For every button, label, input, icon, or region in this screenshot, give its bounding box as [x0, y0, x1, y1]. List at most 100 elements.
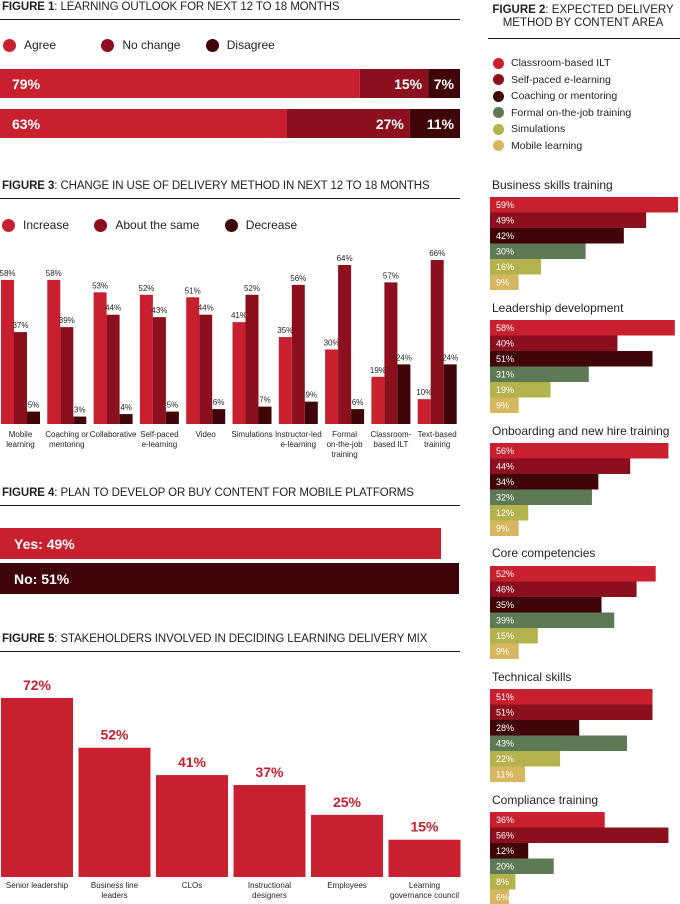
figure2-title-text: : EXPECTED DELIVERY [545, 4, 674, 16]
figure2-bar-simulations-3 [490, 628, 538, 644]
figure2-bar-coaching-3 [490, 597, 602, 613]
figure2-bar-classroom-1 [490, 320, 675, 336]
legend-decrease: Decrease [224, 218, 298, 232]
figure4-label: FIGURE 4 [2, 487, 55, 499]
figure1-bar-no-change-0 [359, 69, 429, 98]
figure2-value-coaching-4: 28% [496, 723, 514, 733]
figure2-bar-classroom-4 [490, 689, 653, 705]
figure2-value-formal-ojt-5: 20% [496, 862, 514, 872]
figure3-value-increase-0: 58% [0, 269, 16, 278]
figure3-category-label: Formal on-the-job training [320, 430, 369, 460]
figure2-bar-coaching-5 [490, 843, 529, 859]
figure3-value-decrease-9: 24% [442, 353, 458, 362]
figure5-bar-4 [311, 814, 383, 877]
figure2-bar-formal-ojt-1 [490, 366, 589, 382]
figure3-category-label: Classroom-based ILT [366, 430, 415, 450]
legend2-classroom: Classroom-based ILT [493, 55, 631, 72]
figure2-bar-self-paced-3 [490, 581, 637, 597]
figure5-category-line: Business line [90, 881, 139, 890]
figure5-bar-0 [1, 698, 73, 877]
figure3-category-label: Text-based training [413, 430, 462, 450]
legend2-self-paced-label: Self-paced e-learning [511, 73, 611, 86]
figure3-category-line: Video [195, 430, 216, 439]
figure5-value-3: 37% [255, 764, 284, 780]
figure3-bar-about-same-4 [199, 314, 213, 424]
legend2-mobile-label: Mobile learning [511, 139, 583, 152]
figure5-category-line: leaders [101, 891, 128, 900]
legend2-simulations-swatch [493, 123, 504, 135]
figure3-value-about-same-1: 39% [59, 316, 75, 325]
figure2-bar-coaching-0 [490, 228, 624, 244]
figure3-value-increase-6: 35% [277, 326, 293, 335]
figure3-value-increase-3: 52% [138, 284, 154, 293]
figure3-bar-about-same-2 [106, 314, 120, 424]
figure3-value-increase-9: 10% [416, 388, 432, 397]
figure3-category-label: Collaborative [89, 430, 138, 440]
figure5-category-line: governance council [390, 891, 459, 900]
figure2-bar-simulations-4 [490, 751, 561, 767]
figure1-bar-disagree-0 [428, 69, 460, 98]
figure3-bar-increase-9 [417, 399, 431, 424]
figure5-label: FIGURE 5 [2, 633, 55, 645]
figure5-title: FIGURE 5: STAKEHOLDERS INVOLVED IN DECID… [2, 633, 427, 645]
figure3-category-line: Instructor-led [274, 430, 322, 439]
figure3-bar-about-same-7 [338, 265, 352, 424]
figure4-rule [0, 505, 460, 506]
figure3-category-line: e-learning [141, 440, 178, 449]
legend2-self-paced: Self-paced e-learning [493, 72, 631, 89]
figure5-value-2: 41% [178, 754, 207, 770]
legend2-formal-ojt-label: Formal on-the-job training [511, 106, 632, 119]
figure3-bar-decrease-4 [212, 409, 226, 424]
figure2-value-simulations-0: 16% [496, 262, 514, 272]
figure3-value-about-same-8: 57% [383, 271, 399, 280]
figure2-value-simulations-5: 8% [496, 877, 509, 887]
figure2-title-line2: METHOD BY CONTENT AREA [502, 17, 664, 29]
legend-no-change: No change [101, 38, 180, 52]
figure5-value-0: 72% [23, 677, 52, 693]
figure5-category-label: Senior leadership [0, 881, 79, 891]
legend2-self-paced-swatch [493, 74, 504, 86]
figure4-bar-no [0, 563, 459, 594]
figure3-value-decrease-4: 6% [213, 398, 225, 407]
figure3-bar-decrease-1 [73, 416, 87, 424]
figure2-bar-self-paced-1 [490, 335, 618, 351]
figure2-value-simulations-2: 12% [496, 508, 514, 518]
figure2-bar-simulations-1 [490, 382, 551, 398]
figure2-bar-formal-ojt-3 [490, 612, 615, 628]
figure3-bar-increase-5 [232, 322, 246, 424]
figure2-value-simulations-3: 15% [496, 631, 514, 641]
figure3-bar-increase-4 [186, 297, 200, 424]
figure3-category-label: Coaching or mentoring [42, 430, 91, 450]
figure2-value-formal-ojt-0: 30% [496, 247, 514, 257]
legend2-mobile: Mobile learning [493, 138, 631, 155]
figure3-category-label: Self-paced e-learning [135, 430, 184, 450]
figure3-value-decrease-6: 9% [306, 391, 318, 400]
figure3-bar-about-same-1 [60, 327, 74, 424]
figure2-value-classroom-1: 58% [496, 323, 514, 333]
figure5-bar-3 [233, 785, 306, 877]
figure2-bar-classroom-3 [490, 566, 656, 582]
figure3-value-about-same-3: 43% [151, 306, 167, 315]
figure4-label-no: No: 51% [14, 571, 70, 587]
figure2-label: FIGURE 2 [492, 4, 546, 16]
figure2-value-formal-ojt-2: 32% [496, 493, 514, 503]
figure2-value-simulations-4: 22% [496, 754, 514, 764]
legend-decrease-label: Decrease [245, 218, 298, 232]
figure5-bar-1 [78, 747, 151, 877]
figure5-category-line: designers [252, 891, 287, 900]
legend2-formal-ojt: Formal on-the-job training [493, 105, 631, 122]
figure2-value-mobile-3: 9% [496, 647, 509, 657]
figure3-bar-about-same-3 [152, 317, 166, 424]
figure5-bar-5 [388, 839, 461, 877]
figure3-value-increase-8: 19% [370, 366, 386, 375]
figure3-value-about-same-2: 44% [105, 304, 121, 313]
figure3-category-line: on-the-job [326, 440, 363, 449]
figure2-bar-formal-ojt-2 [490, 489, 592, 505]
figure2-value-classroom-0: 59% [496, 200, 514, 210]
figure1-bar-agree-0 [0, 69, 360, 98]
figure2-value-mobile-2: 9% [496, 524, 509, 534]
figure2-title: FIGURE 2: EXPECTED DELIVERY METHOD BY CO… [488, 4, 678, 30]
figure3-category-line: based ILT [373, 440, 409, 449]
figure3-bar-increase-2 [93, 292, 107, 424]
